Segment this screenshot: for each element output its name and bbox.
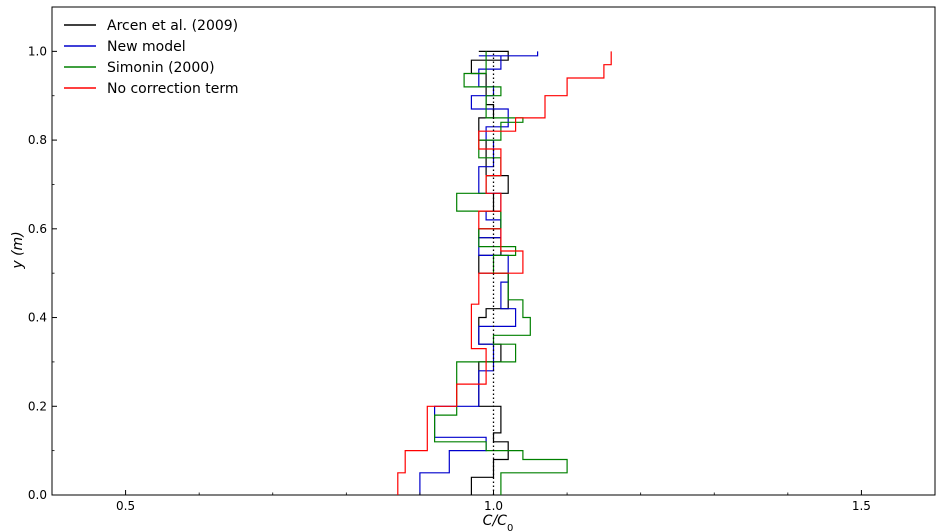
legend-entry-label: New model [107, 39, 186, 55]
legend-entry-label: Arcen et al. (2009) [107, 18, 238, 34]
legend-entry-label: Simonin (2000) [107, 60, 215, 76]
y-tick-label: 0.8 [28, 133, 47, 147]
y-tick-label: 1.0 [28, 44, 47, 58]
y-tick-label: 0.0 [28, 488, 47, 502]
legend: Arcen et al. (2009) New model Simonin (200… [64, 18, 239, 97]
x-tick-label: 1.0 [484, 499, 503, 513]
y-axis-label: y (m) [10, 231, 26, 269]
x-axis-label-subscript: 0 [507, 523, 513, 531]
y-tick-label: 0.4 [28, 311, 47, 325]
y-tick-label: 0.2 [28, 399, 47, 413]
x-tick-label: 0.5 [116, 499, 135, 513]
x-axis: 0.5 1.0 1.5 [116, 490, 871, 513]
series-line-3 [397, 51, 612, 495]
legend-entry-label: No correction term [107, 81, 239, 97]
y-tick-label: 0.6 [28, 222, 47, 236]
series-layer [397, 50, 612, 495]
x-axis-label: C/C0 [483, 513, 514, 531]
y-axis: 0.0 0.2 0.4 0.6 0.8 1.0 [28, 44, 57, 502]
x-tick-label: 1.5 [852, 499, 871, 513]
